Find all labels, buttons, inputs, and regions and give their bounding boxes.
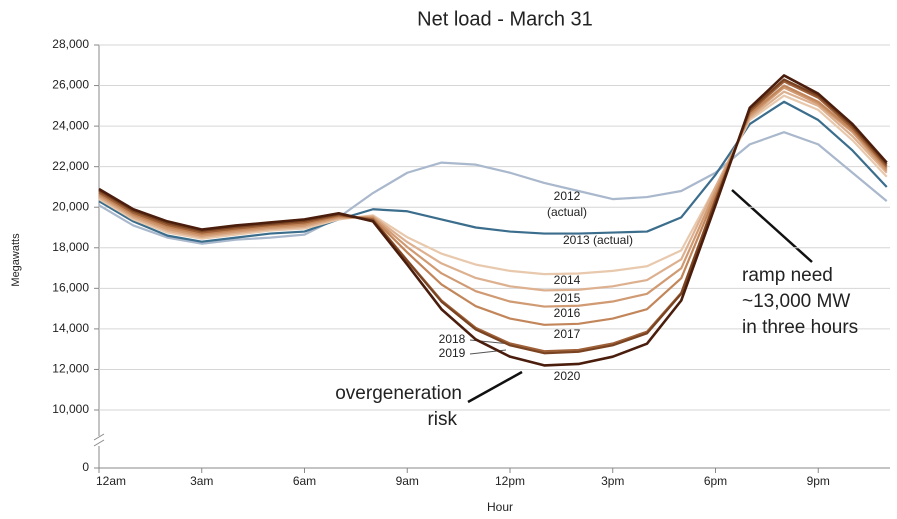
series-label: 2015 xyxy=(554,291,581,305)
series-label: 2020 xyxy=(554,369,581,383)
series-label: 2012 xyxy=(554,189,581,203)
annotation: ramp need xyxy=(742,265,833,286)
arrow-line xyxy=(467,370,523,404)
y-tick-label: 28,000 xyxy=(52,37,89,51)
x-tick-label: 6pm xyxy=(704,474,727,488)
series-line xyxy=(98,84,888,326)
x-tick-label: 9pm xyxy=(807,474,830,488)
annotation: in three hours xyxy=(742,317,858,338)
series-label: 2014 xyxy=(554,273,581,287)
x-tick-label: 12pm xyxy=(495,474,525,488)
x-tick-label: 6am xyxy=(293,474,316,488)
series-label: 2019 xyxy=(439,346,466,360)
series-label: 2018 xyxy=(439,332,466,346)
chart-title: Net load - March 31 xyxy=(417,8,593,30)
axis-break xyxy=(93,439,105,447)
y-tick-label: 26,000 xyxy=(52,78,89,92)
x-tick-label: 9am xyxy=(396,474,419,488)
series-line xyxy=(98,131,888,245)
series-line xyxy=(98,90,888,292)
y-tick-label: 20,000 xyxy=(52,199,89,213)
series-label: 2016 xyxy=(554,306,581,320)
series-line xyxy=(98,78,888,355)
y-tick-label: 22,000 xyxy=(52,159,89,173)
y-tick-label: 18,000 xyxy=(52,240,89,254)
y-axis-label: Megawatts xyxy=(10,233,22,287)
series-line xyxy=(98,100,888,243)
annotation: risk xyxy=(427,409,457,430)
annotation: overgeneration xyxy=(335,383,462,404)
x-tick-label: 12am xyxy=(96,474,126,488)
y-tick-label: 12,000 xyxy=(52,362,89,376)
series-line xyxy=(98,80,888,353)
x-tick-label: 3pm xyxy=(601,474,624,488)
series-line xyxy=(98,94,888,276)
y-tick-label: 10,000 xyxy=(52,402,89,416)
y-tick-label: 0 xyxy=(82,460,89,474)
x-tick-label: 3am xyxy=(190,474,213,488)
y-tick-label: 24,000 xyxy=(52,118,89,132)
series-line xyxy=(98,74,888,367)
series-line xyxy=(98,86,888,308)
y-tick-label: 16,000 xyxy=(52,281,89,295)
arrow-line xyxy=(731,189,813,263)
x-axis-label: Hour xyxy=(487,500,513,514)
axis-break xyxy=(93,433,105,441)
annotation: (actual) xyxy=(547,205,587,219)
series-label: 2013 (actual) xyxy=(563,233,633,247)
series-label: 2017 xyxy=(554,327,581,341)
annotation: ~13,000 MW xyxy=(742,291,850,312)
y-tick-label: 14,000 xyxy=(52,321,89,335)
